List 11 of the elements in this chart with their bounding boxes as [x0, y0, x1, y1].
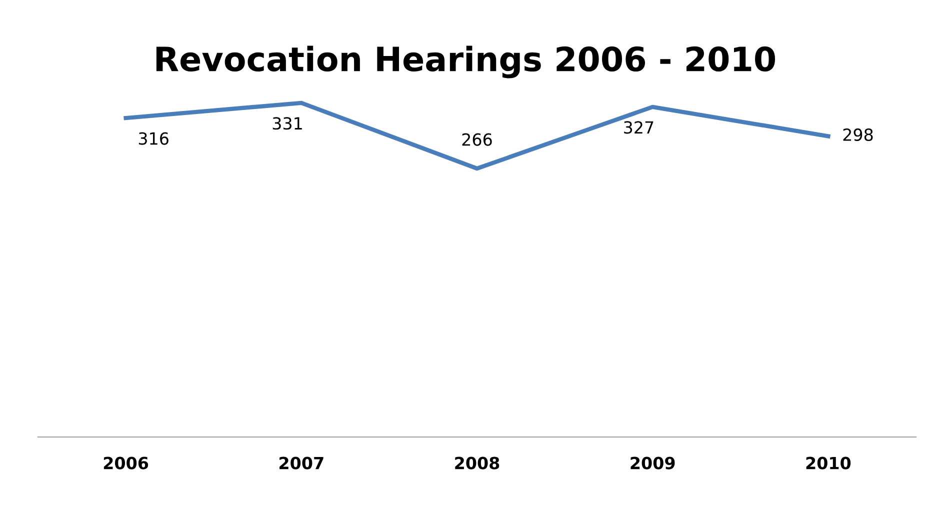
x-tick-label: 2006 [104, 456, 148, 470]
x-tick-label: 2008 [455, 456, 500, 470]
x-tick-label: 2007 [280, 456, 324, 470]
data-label: 331 [272, 117, 302, 130]
x-tick-label: 2010 [806, 456, 851, 470]
data-label: 316 [138, 132, 168, 145]
x-tick-label: 2009 [630, 456, 675, 470]
data-label: 266 [462, 133, 492, 146]
chart-title: Revocation Hearings 2006 - 2010 [156, 46, 776, 78]
data-label: 298 [843, 128, 873, 142]
data-label: 327 [624, 121, 654, 134]
